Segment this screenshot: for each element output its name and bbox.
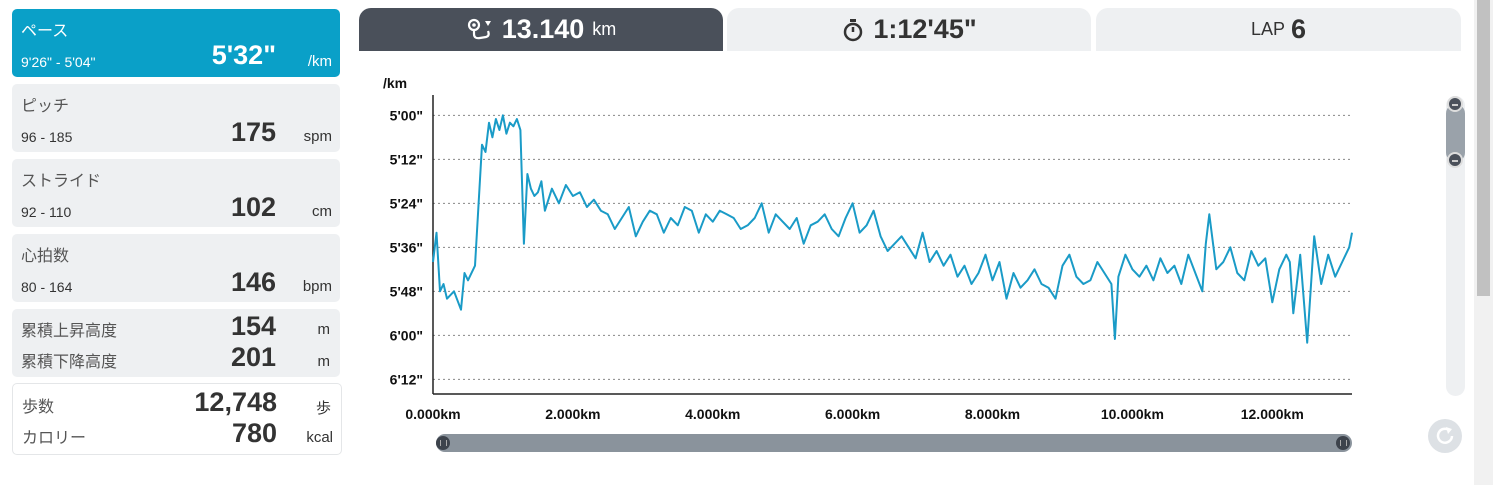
metric-label: ピッチ xyxy=(21,98,70,115)
x-tick-label: 2.000km xyxy=(545,406,600,422)
metric-pitch[interactable]: ピッチ 96 - 185 175 spm xyxy=(12,84,340,152)
horizontal-scroll-handle-left[interactable] xyxy=(436,436,450,450)
y-tick-label: 5'12" xyxy=(390,151,423,167)
y-tick-label: 5'00" xyxy=(390,107,423,123)
calorie-unit: kcal xyxy=(306,429,333,446)
vertical-scroll-handle-top[interactable] xyxy=(1447,96,1463,112)
calorie-label: カロリー xyxy=(22,430,87,447)
elevation-down-value: 201 xyxy=(230,342,276,372)
metric-heart-rate[interactable]: 心拍数 80 - 164 146 bpm xyxy=(12,234,340,302)
reset-icon xyxy=(1436,427,1454,444)
tab-distance[interactable]: 13.140 km xyxy=(359,8,723,51)
calorie-value: 780 xyxy=(231,418,277,448)
metric-stride[interactable]: ストライド 92 - 110 102 cm xyxy=(12,159,340,227)
metric-unit: bpm xyxy=(302,278,332,295)
metric-value: 146 xyxy=(230,267,276,297)
metric-steps: 歩数 12,748 歩 カロリー 780 kcal xyxy=(12,383,342,455)
elevation-up-unit: m xyxy=(317,321,331,338)
metric-value: 175 xyxy=(230,117,276,147)
time-value: 1:12'45" xyxy=(873,14,977,44)
distance-unit: km xyxy=(592,19,617,39)
metric-range: 9'26" - 5'04" xyxy=(21,54,96,70)
metric-unit: /km xyxy=(307,53,332,70)
elevation-up-label: 累積上昇高度 xyxy=(21,323,118,340)
metric-unit: cm xyxy=(312,203,332,220)
steps-value: 12,748 xyxy=(194,387,277,417)
lap-label: LAP xyxy=(1250,19,1285,39)
pace-chart: /km 5'00" 5'12" 5'24" 5'36" 5'48" 6'00" 6'12" 0.… xyxy=(383,75,1353,422)
y-axis-unit-label: /km xyxy=(383,75,407,91)
chart-vertical-scroll-thumb[interactable] xyxy=(1446,104,1465,162)
chart-vertical-scroll-track[interactable] xyxy=(1446,96,1465,396)
page-scrollbar-thumb[interactable] xyxy=(1477,0,1490,296)
metric-range: 80 - 164 xyxy=(21,279,73,295)
metric-pace[interactable]: ペース 9'26" - 5'04" 5'32" /km xyxy=(12,9,340,77)
x-tick-label: 8.000km xyxy=(965,406,1020,422)
y-tick-label: 6'12" xyxy=(390,371,423,387)
y-tick-label: 6'00" xyxy=(390,327,423,343)
metric-label: ストライド xyxy=(21,173,102,190)
y-tick-label: 5'36" xyxy=(390,239,423,255)
chart-horizontal-scroll[interactable] xyxy=(436,434,1352,452)
metric-label: ペース xyxy=(21,23,69,40)
reset-zoom-button[interactable] xyxy=(1428,419,1462,453)
elevation-down-label: 累積下降高度 xyxy=(21,354,118,371)
horizontal-scroll-handle-right[interactable] xyxy=(1336,436,1350,450)
elevation-down-unit: m xyxy=(317,353,331,370)
x-tick-label: 0.000km xyxy=(405,406,460,422)
y-tick-label: 5'24" xyxy=(390,195,423,211)
metric-elevation: 累積上昇高度 154 m 累積下降高度 201 m xyxy=(12,309,340,377)
tab-lap[interactable]: LAP 6 xyxy=(1096,8,1461,51)
metric-range: 96 - 185 xyxy=(21,129,73,145)
metric-range: 92 - 110 xyxy=(21,204,72,220)
vertical-scroll-handle-bottom[interactable] xyxy=(1447,152,1463,168)
x-tick-label: 12.000km xyxy=(1241,406,1304,422)
x-tick-label: 6.000km xyxy=(825,406,880,422)
metric-unit: spm xyxy=(303,128,332,145)
pace-series-line xyxy=(432,114,1353,344)
metric-value: 5'32" xyxy=(211,40,276,70)
steps-label: 歩数 xyxy=(22,399,55,416)
elevation-up-value: 154 xyxy=(230,311,276,341)
metric-label: 心拍数 xyxy=(21,248,70,265)
route-pin-icon xyxy=(467,18,491,39)
x-tick-label: 10.000km xyxy=(1101,406,1164,422)
metric-value: 102 xyxy=(230,192,276,222)
distance-value: 13.140 xyxy=(501,14,585,44)
tab-time[interactable]: 1:12'45" xyxy=(727,8,1091,51)
lap-value: 6 xyxy=(1291,14,1307,44)
stopwatch-icon xyxy=(844,18,863,41)
y-tick-label: 5'48" xyxy=(390,283,423,299)
steps-unit: 歩 xyxy=(315,400,331,417)
x-tick-label: 4.000km xyxy=(685,406,740,422)
